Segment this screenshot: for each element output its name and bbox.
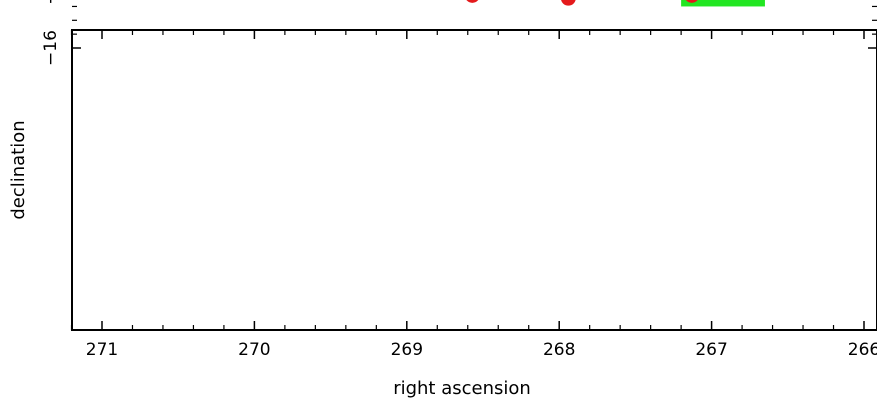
label-layer: 271270269268267266−16−16.5−17−17.5−1801 … [41,0,877,360]
y-axis-title: declination [8,120,29,219]
tick-layer [70,5,877,330]
x-tick-label: 271 [86,340,118,360]
series-0-point [561,0,576,6]
coverage-patch [681,0,765,7]
x-tick-label: 270 [238,340,270,360]
series-0-point [685,0,698,3]
x-tick-label: 267 [695,340,727,360]
y-tick-label: −16.5 [41,0,61,5]
point-layer [466,0,698,6]
y-tick-label: −16 [41,30,61,66]
coverage-layer [681,0,765,7]
x-tick-label: 268 [543,340,575,360]
series-0-point [466,0,479,3]
x-tick-label: 266 [848,340,877,360]
plot-frame [71,29,877,331]
x-tick-label: 269 [391,340,423,360]
x-axis-title: right ascension [393,378,531,399]
